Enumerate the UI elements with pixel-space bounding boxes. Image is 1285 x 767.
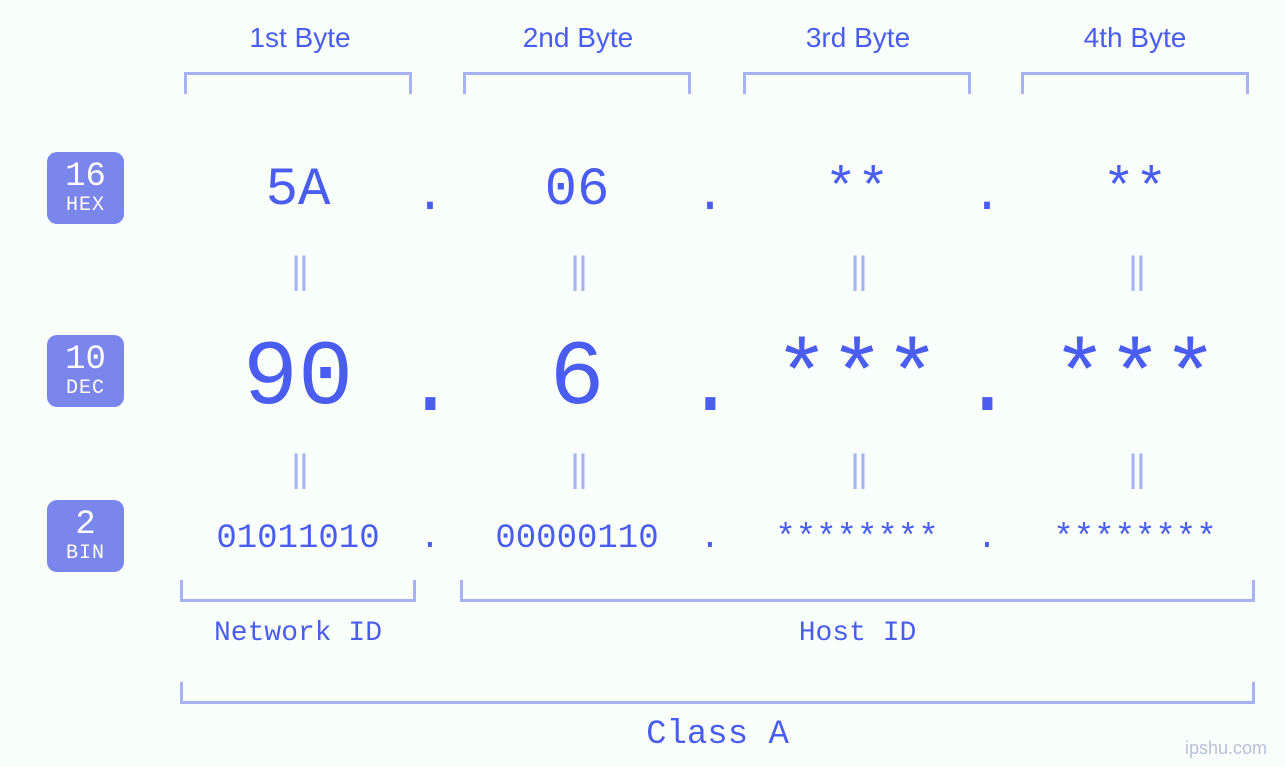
watermark: ipshu.com xyxy=(1185,738,1267,759)
network-id-label: Network ID xyxy=(180,618,416,649)
class-label: Class A xyxy=(180,716,1255,754)
badge-hex-label: HEX xyxy=(66,195,105,216)
byte-header-1: 1st Byte xyxy=(210,22,390,54)
dec-byte-4: *** xyxy=(1016,326,1254,431)
badge-bin-num: 2 xyxy=(75,508,95,544)
host-id-bracket xyxy=(460,580,1255,602)
top-bracket-1 xyxy=(184,72,412,94)
class-bracket xyxy=(180,682,1255,704)
hex-byte-2: 06 xyxy=(458,160,696,221)
eq-2-2: || xyxy=(558,448,598,491)
hex-dot-1: . xyxy=(410,168,450,225)
top-bracket-4 xyxy=(1021,72,1249,94)
bin-byte-4: ******** xyxy=(1016,520,1254,558)
eq-1-1: || xyxy=(279,250,319,293)
badge-hex-num: 16 xyxy=(65,160,106,196)
dec-dot-2: . xyxy=(684,338,734,437)
eq-1-2: || xyxy=(558,250,598,293)
badge-bin-label: BIN xyxy=(66,543,105,564)
bin-dot-2: . xyxy=(690,520,730,558)
badge-dec: 10 DEC xyxy=(47,335,124,407)
badge-dec-label: DEC xyxy=(66,378,105,399)
hex-byte-1: 5A xyxy=(179,160,417,221)
eq-2-3: || xyxy=(838,448,878,491)
dec-dot-1: . xyxy=(404,338,454,437)
bin-dot-3: . xyxy=(967,520,1007,558)
network-id-bracket xyxy=(180,580,416,602)
badge-hex: 16 HEX xyxy=(47,152,124,224)
bin-byte-2: 00000110 xyxy=(458,520,696,558)
bin-byte-1: 01011010 xyxy=(179,520,417,558)
bin-byte-3: ******** xyxy=(738,520,976,558)
badge-dec-num: 10 xyxy=(65,343,106,379)
top-bracket-2 xyxy=(463,72,691,94)
eq-2-4: || xyxy=(1116,448,1156,491)
eq-2-1: || xyxy=(279,448,319,491)
host-id-label: Host ID xyxy=(460,618,1255,649)
dec-dot-3: . xyxy=(961,338,1011,437)
byte-header-2: 2nd Byte xyxy=(488,22,668,54)
eq-1-4: || xyxy=(1116,250,1156,293)
hex-dot-3: . xyxy=(967,168,1007,225)
bin-dot-1: . xyxy=(410,520,450,558)
ip-diagram: 1st Byte 2nd Byte 3rd Byte 4th Byte 16 H… xyxy=(0,0,1285,767)
dec-byte-2: 6 xyxy=(458,326,696,431)
hex-byte-4: ** xyxy=(1016,160,1254,221)
top-bracket-3 xyxy=(743,72,971,94)
byte-header-3: 3rd Byte xyxy=(768,22,948,54)
badge-bin: 2 BIN xyxy=(47,500,124,572)
hex-byte-3: ** xyxy=(738,160,976,221)
eq-1-3: || xyxy=(838,250,878,293)
dec-byte-1: 90 xyxy=(179,326,417,431)
hex-dot-2: . xyxy=(690,168,730,225)
byte-header-4: 4th Byte xyxy=(1045,22,1225,54)
dec-byte-3: *** xyxy=(738,326,976,431)
